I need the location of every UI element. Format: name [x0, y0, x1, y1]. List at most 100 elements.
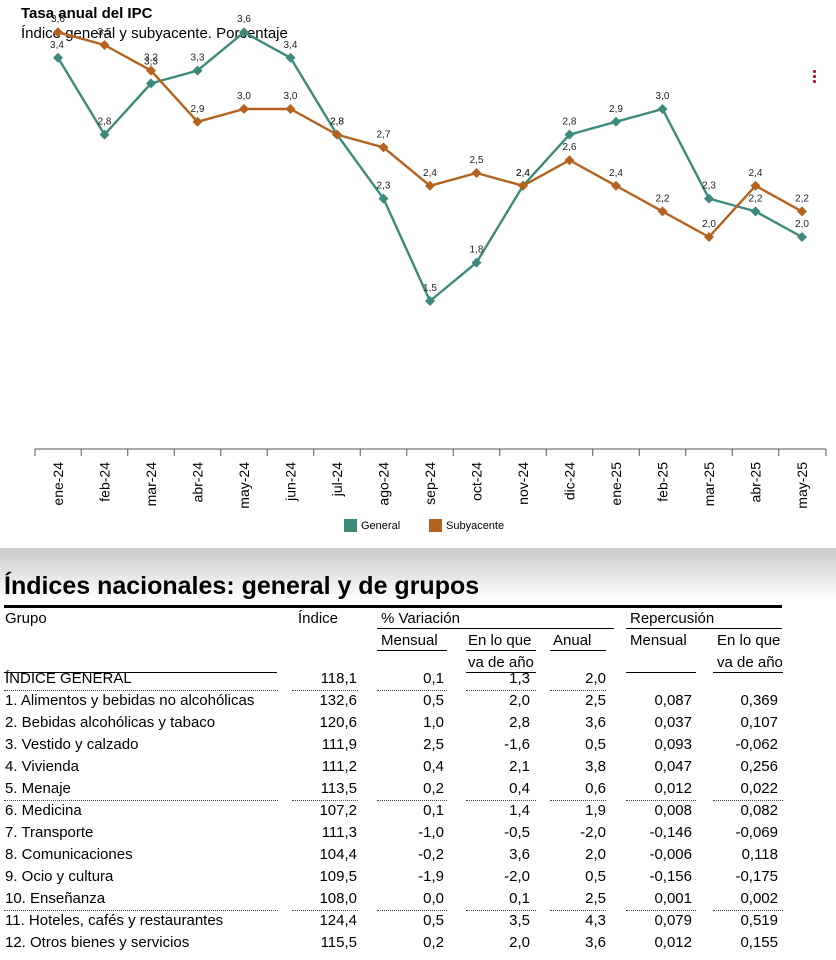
- cell-mensual: 0,5: [423, 912, 444, 929]
- col-header-anual: Anual: [553, 632, 592, 649]
- cell-grupo: 1. Alimentos y bebidas no alcohólicas: [5, 692, 255, 709]
- cell-rep-mensual: 0,079: [654, 912, 692, 929]
- row-separator: [626, 800, 696, 801]
- line-chart: ene-24 feb-24 mar-24 abr-24 may-24 jun-24 jul-…: [34, 14, 827, 509]
- cell-rep-mensual: -0,146: [649, 824, 692, 841]
- legend-item-general[interactable]: General: [344, 519, 400, 532]
- legend-label-subyacente: Subyacente: [446, 519, 505, 532]
- data-point-general: [239, 27, 249, 38]
- data-point-general: [192, 65, 203, 76]
- cell-rep-mensual: -0,006: [649, 846, 692, 863]
- data-point-subyacente: [146, 65, 156, 76]
- table-title-rule: [4, 605, 782, 608]
- data-label-general: 2,3: [702, 181, 716, 192]
- data-label-subyacente: 2,4: [516, 168, 530, 179]
- legend-swatch-subyacente: [429, 519, 442, 532]
- data-label-general: 3,4: [284, 40, 298, 51]
- table-row: 4. Vivienda 111,2 0,4 2,1 3,8 0,047 0,256: [0, 758, 836, 780]
- mensual-header-rule: [377, 650, 447, 651]
- col-header-grupo: Grupo: [5, 610, 47, 627]
- table-row: 5. Menaje 113,5 0,2 0,4 0,6 0,012 0,022: [0, 780, 836, 802]
- cell-rep-mensual: 0,012: [654, 780, 692, 797]
- cell-rep-mensual: -0,156: [649, 868, 692, 885]
- cell-mensual: 0,1: [423, 670, 444, 687]
- legend-item-subyacente[interactable]: Subyacente: [429, 519, 504, 532]
- repercusion-header-rule: [626, 628, 782, 629]
- anio-header-rule-2: [466, 672, 536, 673]
- cell-anual: 3,8: [585, 758, 606, 775]
- data-point-subyacente: [611, 180, 621, 191]
- cell-mensual: 0,2: [423, 934, 444, 951]
- cell-anio: 1,4: [509, 802, 530, 819]
- cell-anio: -0,5: [504, 824, 530, 841]
- row-separator: [292, 800, 358, 801]
- cell-mensual: -1,0: [418, 824, 444, 841]
- cell-mensual: 0,0: [423, 890, 444, 907]
- x-tick-label: may-25: [794, 462, 810, 509]
- data-label-subyacente: 3,0: [284, 91, 298, 102]
- table-row: 7. Transporte 111,3 -1,0 -0,5 -2,0 -0,146 -0,0…: [0, 824, 836, 846]
- cell-rep-anio: -0,062: [735, 736, 778, 753]
- data-label-general: 1,8: [470, 245, 484, 256]
- cell-indice: 113,5: [320, 780, 357, 797]
- data-point-subyacente: [518, 180, 528, 191]
- row-separator: [377, 690, 447, 691]
- row-separator: [292, 690, 358, 691]
- table-row: 1. Alimentos y bebidas no alcohólicas 132…: [0, 692, 836, 714]
- data-label-subyacente: 2,2: [656, 193, 670, 204]
- col-header-indice: Índice: [298, 610, 339, 627]
- x-tick-label: oct-24: [469, 462, 485, 501]
- cell-rep-anio: 0,369: [740, 692, 778, 709]
- data-point-subyacente: [239, 104, 249, 114]
- series-line-subyacente: [57, 31, 803, 239]
- table-row: 12. Otros bienes y servicios 115,5 0,2 2,0 3…: [0, 934, 836, 956]
- cell-rep-anio: 0,155: [740, 934, 778, 951]
- row-separator: [550, 800, 606, 801]
- data-label-subyacente: 2,0: [702, 219, 716, 230]
- x-tick-label: abr-25: [748, 462, 764, 503]
- data-label-general: 1,5: [423, 283, 437, 294]
- row-separator: [377, 910, 447, 911]
- cell-mensual: 2,5: [423, 736, 444, 753]
- data-label-subyacente: 2,7: [377, 129, 391, 140]
- table-title: Índices nacionales: general y de grupos: [4, 572, 480, 600]
- table-row: 6. Medicina 107,2 0,1 1,4 1,9 0,008 0,082: [0, 802, 836, 824]
- row-separator: [4, 800, 278, 801]
- cell-anual: 4,3: [585, 912, 606, 929]
- data-label-subyacente: 2,2: [795, 193, 809, 204]
- row-separator: [292, 910, 358, 911]
- x-tick-label: ene-24: [50, 462, 66, 506]
- data-point-subyacente: [425, 180, 435, 191]
- data-point-subyacente: [797, 206, 807, 217]
- data-label-subyacente: 2,8: [330, 117, 344, 128]
- data-label-general: 3,6: [237, 14, 251, 25]
- data-label-general: 2,9: [609, 104, 623, 115]
- cell-rep-anio: -0,069: [735, 824, 778, 841]
- data-label-general: 3,4: [50, 40, 64, 51]
- more-options-icon[interactable]: [812, 70, 818, 86]
- col-header-en-lo-que-2: va de año: [468, 654, 534, 671]
- cell-anual: 2,5: [585, 692, 606, 709]
- cell-indice: 111,9: [321, 736, 357, 753]
- cell-indice: 118,1: [320, 670, 357, 687]
- cell-mensual: 0,2: [423, 780, 444, 797]
- data-point-subyacente: [332, 129, 342, 140]
- cell-mensual: 0,4: [423, 758, 444, 775]
- cell-anio: 2,0: [509, 692, 530, 709]
- cell-indice: 107,2: [319, 802, 357, 819]
- cell-anio: -1,6: [504, 736, 530, 753]
- cell-indice: 111,3: [321, 824, 357, 841]
- row-separator: [466, 910, 536, 911]
- data-label-general: 3,0: [656, 91, 670, 102]
- row-separator: [550, 910, 606, 911]
- row-separator: [466, 800, 536, 801]
- cell-indice: 108,0: [319, 890, 357, 907]
- cell-anio: 3,6: [509, 846, 530, 863]
- x-tick-label: dic-24: [562, 462, 578, 500]
- data-point-subyacente: [285, 104, 296, 114]
- cell-rep-mensual: 0,012: [654, 934, 692, 951]
- data-point-general: [704, 193, 714, 204]
- data-point-general: [564, 129, 575, 140]
- table-row: 9. Ocio y cultura 109,5 -1,9 -2,0 0,5 -0,156 -…: [0, 868, 836, 890]
- x-tick-label: jun-24: [283, 462, 299, 502]
